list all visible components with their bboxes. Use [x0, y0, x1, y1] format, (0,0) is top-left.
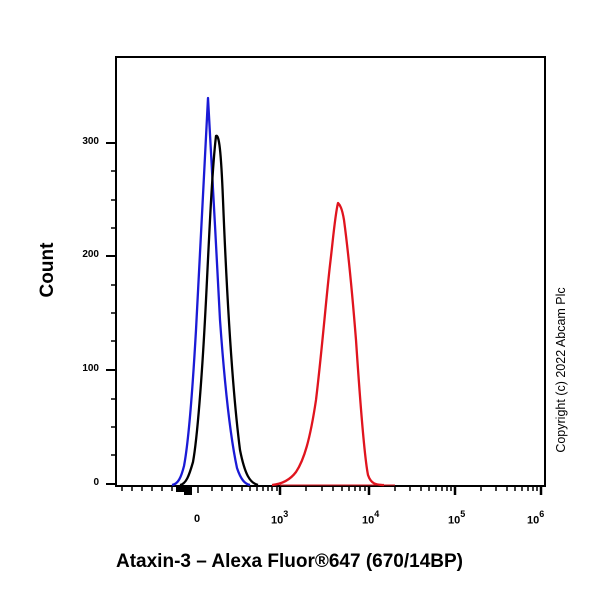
x-tick-exp: 4: [374, 509, 380, 519]
x-tick-base: 0: [194, 513, 201, 525]
y-axis-ticks: [106, 142, 116, 485]
y-tick-label-100: 100: [82, 363, 99, 374]
x-tick-label-1e4: 104: [362, 509, 380, 527]
y-tick-label-200: 200: [82, 249, 99, 260]
x-tick-label-1e6: 106: [527, 509, 545, 527]
x-axis-ticks: [121, 486, 543, 495]
x-tick-base: 10: [271, 514, 284, 527]
x-tick-base: 10: [448, 514, 461, 527]
plot-frame: [115, 56, 546, 487]
y-tick-label-0: 0: [93, 477, 99, 488]
x-tick-exp: 6: [539, 509, 545, 519]
x-tick-label-1e3: 103: [271, 509, 289, 527]
y-tick-label-300: 300: [82, 136, 99, 147]
series-black-curve: [179, 134, 259, 487]
copyright-notice: Copyright (c) 2022 Abcam Plc: [554, 287, 568, 453]
x-tick-exp: 5: [460, 509, 466, 519]
series-red-curve: [271, 201, 385, 487]
y-axis-title: Count: [37, 242, 58, 298]
series-blue-curve: [171, 96, 251, 487]
x-tick-label-1e5: 105: [448, 509, 466, 527]
y-axis-minor-ticks: [111, 170, 116, 456]
x-tick-label-0: 0: [194, 513, 200, 525]
x-tick-base: 10: [527, 514, 540, 527]
x-tick-exp: 3: [283, 509, 289, 519]
x-tick-base: 10: [362, 514, 375, 527]
x-axis-title: Ataxin-3 – Alexa Fluor®647 (670/14BP): [116, 551, 463, 572]
